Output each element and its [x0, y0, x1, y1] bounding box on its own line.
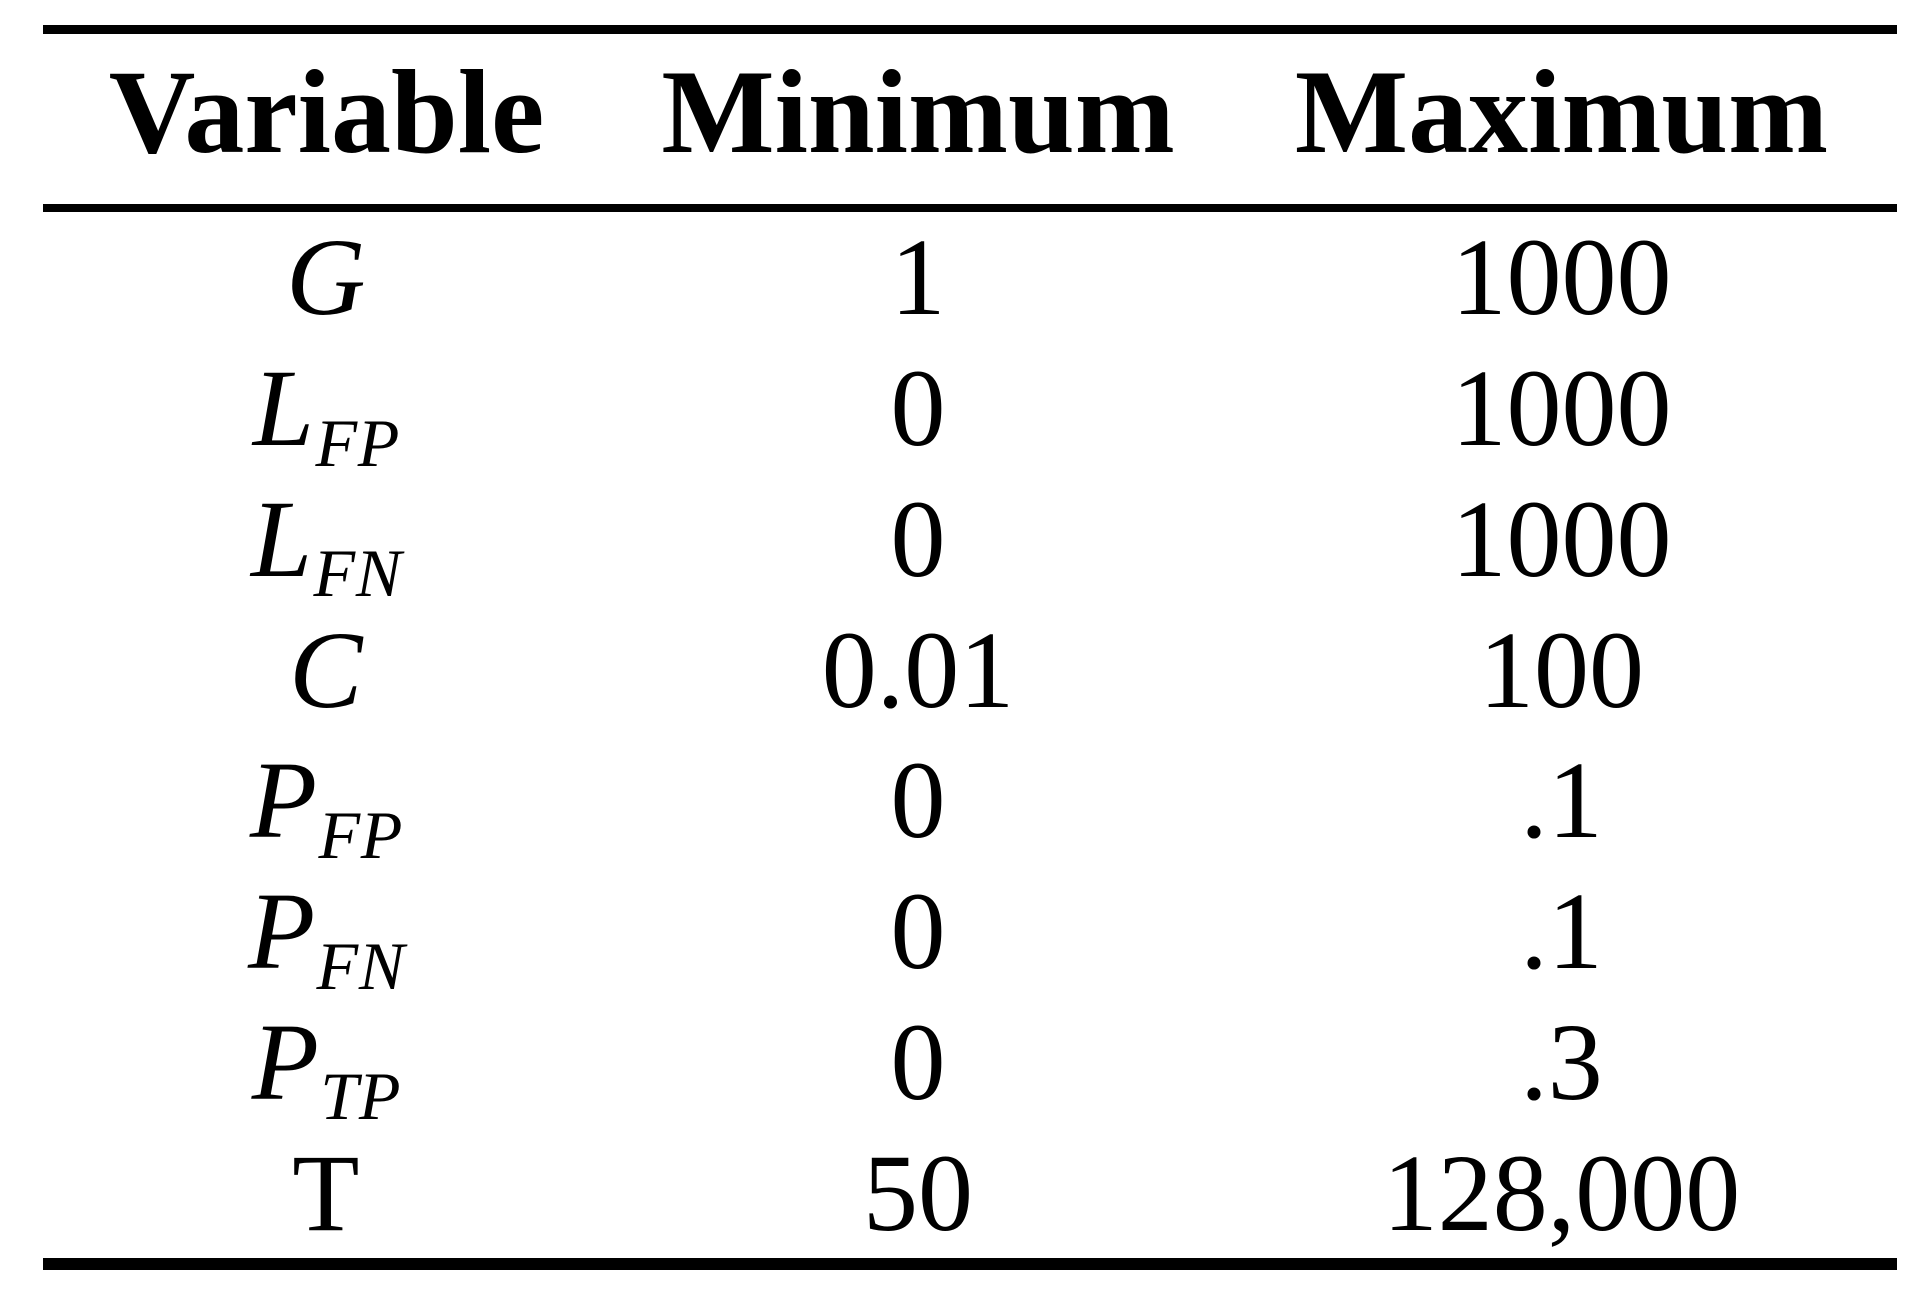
cell-variable: P TP — [43, 1000, 610, 1131]
cell-minimum: 0 — [890, 1000, 946, 1123]
variable-subscript: FP — [315, 404, 401, 481]
table-row: P FN 0 .1 — [43, 866, 1897, 1000]
variable-symbol: G — [286, 216, 366, 339]
table-body: G 1 1000 L FP 0 1000 L FN 0 1000 C 0.01 10… — [43, 212, 1897, 1258]
variable-symbol: L — [252, 347, 315, 470]
cell-minimum: 0 — [890, 870, 946, 993]
variable-symbol: L — [250, 477, 313, 600]
cell-maximum: .3 — [1520, 1000, 1603, 1123]
variable-subscript: FN — [313, 535, 403, 612]
variable-subscript: TP — [320, 1058, 402, 1135]
cell-minimum: 0 — [890, 739, 946, 862]
cell-minimum: 1 — [890, 216, 946, 339]
cell-maximum: 1000 — [1451, 216, 1672, 339]
cell-maximum: .1 — [1520, 739, 1603, 862]
variable-symbol: T — [292, 1131, 360, 1254]
table-mid-rule — [43, 204, 1897, 212]
cell-variable: L FN — [43, 477, 610, 608]
cell-maximum: 128,000 — [1382, 1131, 1741, 1254]
variable-subscript: FP — [318, 796, 404, 873]
cell-minimum: 0 — [890, 477, 946, 600]
table-row: C 0.01 100 — [43, 604, 1897, 735]
table-bottom-rule — [43, 1258, 1897, 1270]
table-row: P TP 0 .3 — [43, 997, 1897, 1131]
cell-maximum: 1000 — [1451, 347, 1672, 470]
table-row: G 1 1000 — [43, 212, 1897, 343]
cell-maximum: .1 — [1520, 870, 1603, 993]
header-minimum: Minimum — [661, 45, 1175, 178]
variable-symbol: P — [251, 1000, 319, 1123]
table-row: T 50 128,000 — [43, 1127, 1897, 1258]
cell-maximum: 100 — [1479, 608, 1644, 731]
variable-symbol: C — [289, 608, 363, 731]
variable-symbol: P — [247, 870, 316, 993]
variable-symbol: P — [249, 739, 318, 862]
cell-variable: T — [43, 1138, 610, 1248]
cell-minimum: 50 — [863, 1131, 973, 1254]
cell-variable: P FN — [43, 870, 610, 1000]
cell-variable: C — [43, 615, 610, 725]
header-variable: Variable — [108, 45, 545, 178]
cell-variable: P FP — [43, 739, 610, 869]
table-row: L FN 0 1000 — [43, 474, 1897, 608]
cell-minimum: 0.01 — [821, 608, 1015, 731]
table-top-rule — [43, 25, 1897, 34]
table-row: L FP 0 1000 — [43, 343, 1897, 477]
cell-variable: G — [43, 222, 610, 332]
table-row: P FP 0 .1 — [43, 735, 1897, 869]
table-header-row: Variable Minimum Maximum — [43, 34, 1897, 204]
cell-minimum: 0 — [890, 347, 946, 470]
cell-maximum: 1000 — [1451, 477, 1672, 600]
cell-variable: L FP — [43, 347, 610, 477]
header-maximum: Maximum — [1294, 45, 1829, 178]
variable-subscript: FN — [316, 927, 406, 1004]
